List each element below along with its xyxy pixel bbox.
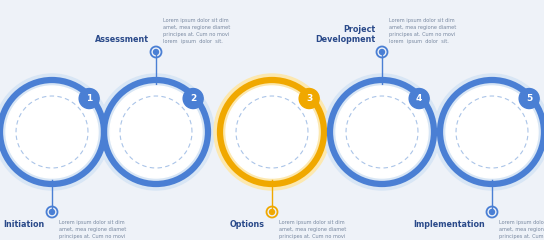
Circle shape <box>490 210 494 215</box>
Circle shape <box>183 89 203 108</box>
Text: 2: 2 <box>190 94 196 103</box>
Text: Lorem ipsum dolor sit dim
amet, mea regione diamet
principes at. Cum no movi
lor: Lorem ipsum dolor sit dim amet, mea regi… <box>163 18 230 44</box>
Circle shape <box>214 74 330 190</box>
Circle shape <box>336 86 428 178</box>
Text: Lorem ipsum dolor sit dim
amet, mea regione diamet
principes at. Cum no movi
lor: Lorem ipsum dolor sit dim amet, mea regi… <box>389 18 456 44</box>
Circle shape <box>434 74 544 190</box>
Circle shape <box>153 49 158 54</box>
Text: Lorem ipsum dolor sit dim
amet, mea regione diamet
principes at. Cum no movi
lor: Lorem ipsum dolor sit dim amet, mea regi… <box>499 220 544 240</box>
Text: Implementation: Implementation <box>413 220 485 229</box>
Text: Options: Options <box>230 220 265 229</box>
Circle shape <box>6 86 98 178</box>
Circle shape <box>299 89 319 108</box>
Circle shape <box>324 74 440 190</box>
Text: 5: 5 <box>526 94 532 103</box>
Circle shape <box>110 86 202 178</box>
Circle shape <box>519 89 539 108</box>
Circle shape <box>79 89 99 108</box>
Text: Project
Development: Project Development <box>315 25 375 44</box>
Circle shape <box>226 86 318 178</box>
Circle shape <box>446 86 538 178</box>
Text: Assessment: Assessment <box>95 35 149 44</box>
Circle shape <box>0 74 110 190</box>
Text: Lorem ipsum dolor sit dim
amet, mea regione diamet
principes at. Cum no movi
lor: Lorem ipsum dolor sit dim amet, mea regi… <box>59 220 126 240</box>
Circle shape <box>98 74 214 190</box>
Circle shape <box>269 210 275 215</box>
Text: 4: 4 <box>416 94 422 103</box>
Circle shape <box>380 49 385 54</box>
Text: Lorem ipsum dolor sit dim
amet, mea regione diamet
principes at. Cum no movi
lor: Lorem ipsum dolor sit dim amet, mea regi… <box>279 220 346 240</box>
Text: 3: 3 <box>306 94 312 103</box>
Text: Initiation: Initiation <box>4 220 45 229</box>
Text: 1: 1 <box>86 94 92 103</box>
Circle shape <box>409 89 429 108</box>
Circle shape <box>50 210 54 215</box>
